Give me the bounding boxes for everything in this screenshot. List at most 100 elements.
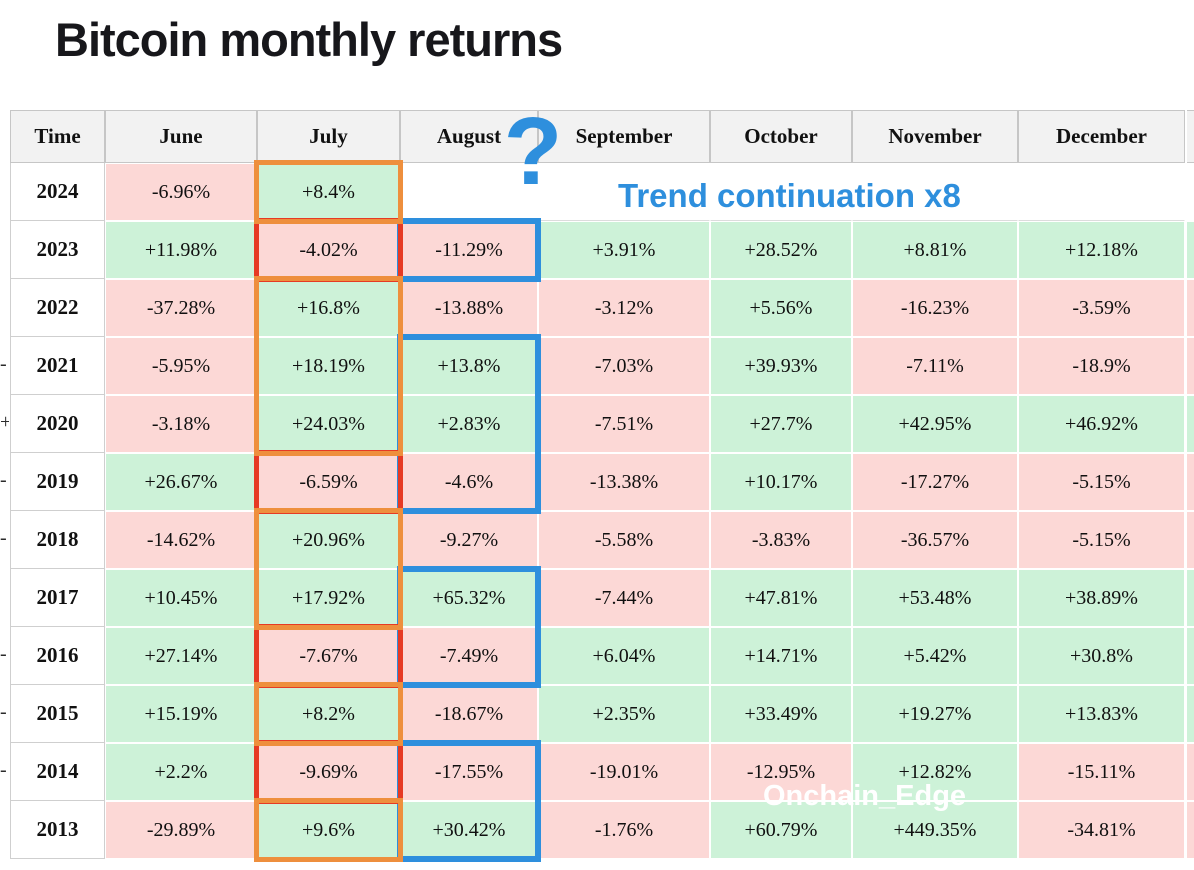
return-cell-2023-september: +3.91% <box>538 221 710 279</box>
return-cell-2022-november: -16.23% <box>852 279 1018 337</box>
return-cell-2023-november: +8.81% <box>852 221 1018 279</box>
return-cell-2018-june: -14.62% <box>105 511 257 569</box>
cutoff-column-sliver <box>1187 802 1194 858</box>
return-cell-2018-november: -36.57% <box>852 511 1018 569</box>
return-cell-2019-november: -17.27% <box>852 453 1018 511</box>
return-cell-2013-december: -34.81% <box>1018 801 1185 859</box>
year-cell-2024: 2024 <box>10 163 105 221</box>
return-cell-2022-june: -37.28% <box>105 279 257 337</box>
return-cell-2019-june: +26.67% <box>105 453 257 511</box>
return-cell-2024-september <box>538 163 710 221</box>
return-cell-2018-december: -5.15% <box>1018 511 1185 569</box>
return-cell-2023-july: -4.02% <box>257 221 400 279</box>
cutoff-column-sliver <box>1187 570 1194 626</box>
return-cell-2014-september: -19.01% <box>538 743 710 801</box>
return-cell-2013-october: +60.79% <box>710 801 852 859</box>
year-cell-2014: 2014 <box>10 743 105 801</box>
return-cell-2016-july: -7.67% <box>257 627 400 685</box>
return-cell-2022-december: -3.59% <box>1018 279 1185 337</box>
return-cell-2014-october: -12.95% <box>710 743 852 801</box>
year-cell-2019: 2019 <box>10 453 105 511</box>
return-cell-2013-september: -1.76% <box>538 801 710 859</box>
cutoff-text-fragment: - <box>0 759 7 781</box>
cutoff-column-sliver <box>1187 338 1194 394</box>
year-cell-2021: 2021 <box>10 337 105 395</box>
return-cell-2015-july: +8.2% <box>257 685 400 743</box>
return-cell-2016-september: +6.04% <box>538 627 710 685</box>
cutoff-column-sliver-header <box>1187 110 1194 163</box>
cutoff-column-sliver <box>1187 628 1194 684</box>
year-cell-2016: 2016 <box>10 627 105 685</box>
return-cell-2016-december: +30.8% <box>1018 627 1185 685</box>
return-cell-2018-august: -9.27% <box>400 511 538 569</box>
return-cell-2013-june: -29.89% <box>105 801 257 859</box>
column-header-august: August <box>400 110 538 163</box>
year-cell-2022: 2022 <box>10 279 105 337</box>
return-cell-2022-september: -3.12% <box>538 279 710 337</box>
return-cell-2022-august: -13.88% <box>400 279 538 337</box>
return-cell-2019-august: -4.6% <box>400 453 538 511</box>
return-cell-2016-august: -7.49% <box>400 627 538 685</box>
return-cell-2021-october: +39.93% <box>710 337 852 395</box>
return-cell-2015-august: -18.67% <box>400 685 538 743</box>
return-cell-2023-august: -11.29% <box>400 221 538 279</box>
return-cell-2013-july: +9.6% <box>257 801 400 859</box>
year-cell-2023: 2023 <box>10 221 105 279</box>
return-cell-2024-august <box>400 163 538 221</box>
return-cell-2018-july: +20.96% <box>257 511 400 569</box>
return-cell-2017-september: -7.44% <box>538 569 710 627</box>
return-cell-2014-november: +12.82% <box>852 743 1018 801</box>
cutoff-text-fragment: - <box>0 353 7 375</box>
column-header-september: September <box>538 110 710 163</box>
return-cell-2024-december <box>1018 163 1185 221</box>
cutoff-column-sliver <box>1187 512 1194 568</box>
year-cell-2015: 2015 <box>10 685 105 743</box>
return-cell-2020-june: -3.18% <box>105 395 257 453</box>
return-cell-2016-october: +14.71% <box>710 627 852 685</box>
cutoff-text-fragment: - <box>0 469 7 491</box>
return-cell-2022-july: +16.8% <box>257 279 400 337</box>
return-cell-2022-october: +5.56% <box>710 279 852 337</box>
return-cell-2023-june: +11.98% <box>105 221 257 279</box>
return-cell-2019-december: -5.15% <box>1018 453 1185 511</box>
returns-table: Time June July August September October Novemb… <box>10 110 1185 859</box>
return-cell-2020-september: -7.51% <box>538 395 710 453</box>
column-header-december: December <box>1018 110 1185 163</box>
return-cell-2015-september: +2.35% <box>538 685 710 743</box>
return-cell-2020-july: +24.03% <box>257 395 400 453</box>
cutoff-column-sliver <box>1187 396 1194 452</box>
return-cell-2015-november: +19.27% <box>852 685 1018 743</box>
return-cell-2024-july: +8.4% <box>257 163 400 221</box>
return-cell-2017-june: +10.45% <box>105 569 257 627</box>
return-cell-2017-october: +47.81% <box>710 569 852 627</box>
cutoff-column-sliver <box>1187 164 1194 220</box>
return-cell-2014-july: -9.69% <box>257 743 400 801</box>
return-cell-2018-september: -5.58% <box>538 511 710 569</box>
return-cell-2019-october: +10.17% <box>710 453 852 511</box>
year-cell-2013: 2013 <box>10 801 105 859</box>
column-header-time: Time <box>10 110 105 163</box>
page-title: Bitcoin monthly returns <box>55 13 563 66</box>
return-cell-2020-december: +46.92% <box>1018 395 1185 453</box>
column-header-june: June <box>105 110 257 163</box>
return-cell-2017-august: +65.32% <box>400 569 538 627</box>
return-cell-2020-august: +2.83% <box>400 395 538 453</box>
return-cell-2013-august: +30.42% <box>400 801 538 859</box>
cutoff-text-fragment: - <box>0 643 7 665</box>
return-cell-2014-june: +2.2% <box>105 743 257 801</box>
cutoff-column-sliver <box>1187 744 1194 800</box>
return-cell-2024-november <box>852 163 1018 221</box>
return-cell-2021-september: -7.03% <box>538 337 710 395</box>
cutoff-column-sliver <box>1187 280 1194 336</box>
return-cell-2015-october: +33.49% <box>710 685 852 743</box>
return-cell-2021-july: +18.19% <box>257 337 400 395</box>
return-cell-2017-november: +53.48% <box>852 569 1018 627</box>
return-cell-2015-june: +15.19% <box>105 685 257 743</box>
return-cell-2017-july: +17.92% <box>257 569 400 627</box>
cutoff-column-sliver <box>1187 454 1194 510</box>
return-cell-2020-november: +42.95% <box>852 395 1018 453</box>
column-header-november: November <box>852 110 1018 163</box>
return-cell-2015-december: +13.83% <box>1018 685 1185 743</box>
return-cell-2014-december: -15.11% <box>1018 743 1185 801</box>
return-cell-2014-august: -17.55% <box>400 743 538 801</box>
